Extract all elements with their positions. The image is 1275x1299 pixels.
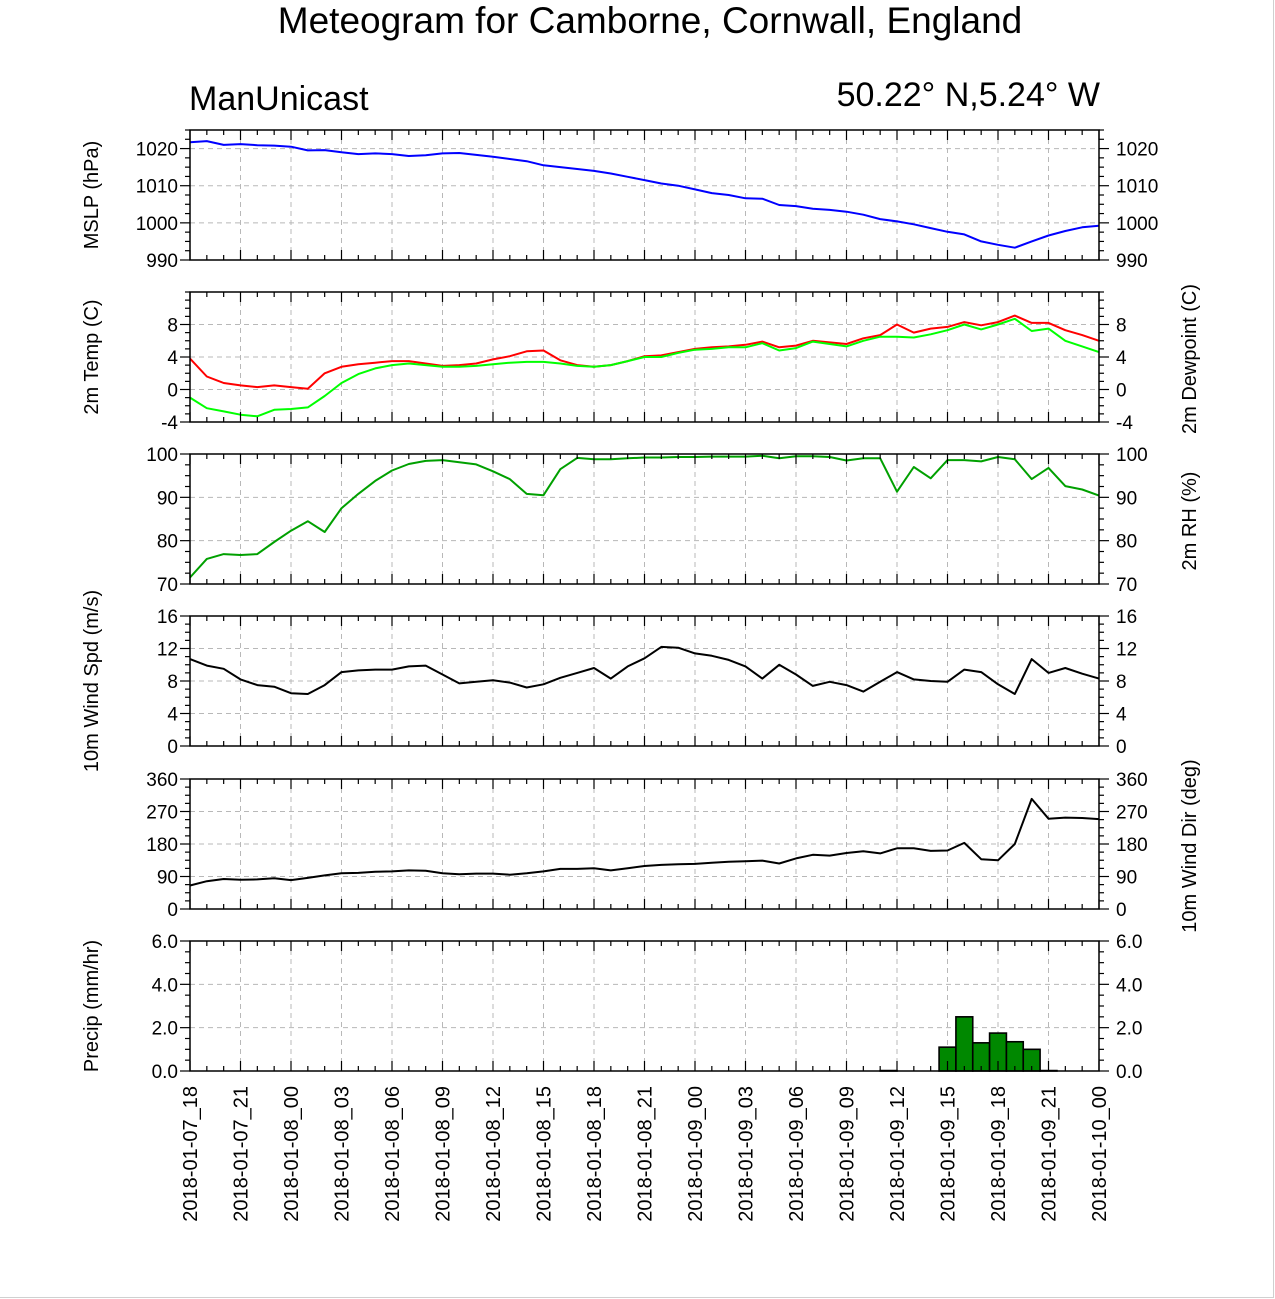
y-tick-label-left: -4 (161, 413, 178, 434)
y-tick-label-left: 4.0 (152, 975, 178, 996)
y-tick-label-right: 990 (1116, 251, 1148, 272)
chart-title: Meteogram for Camborne, Cornwall, Englan… (277, 0, 1023, 41)
x-tick-label: 2018-01-07_21 (231, 1086, 253, 1222)
panel-wdir: 0 0 90 90 180 180 270 270 360 360 10m Wind Dir (de… (146, 759, 1201, 932)
y-tick-label-left: 8 (167, 316, 178, 337)
y-axis-title-right: 10m Wind Dir (deg) (1179, 759, 1201, 932)
y-tick-label-left: 1010 (136, 177, 178, 198)
panel-temp: -4 -4 0 0 4 4 8 8 2m Temp (C) 2m Dewpoint (C) (81, 284, 1201, 434)
y-tick-label-left: 80 (157, 532, 178, 553)
x-tick-label: 2018-01-10_00 (1089, 1086, 1111, 1222)
y-tick-label-left: 100 (146, 445, 178, 466)
x-tick-label: 2018-01-09_12 (887, 1086, 909, 1222)
y-tick-label-left: 16 (157, 607, 178, 628)
y-tick-label-left: 4 (167, 705, 178, 726)
precip-bar (955, 1016, 974, 1072)
y-tick-label-left: 1000 (136, 214, 178, 235)
y-tick-label-left: 180 (146, 835, 178, 856)
y-tick-label-right: 90 (1116, 488, 1137, 509)
y-tick-label-left: 90 (157, 488, 178, 509)
y-axis-title-left: 10m Wind Spd (m/s) (81, 590, 103, 772)
x-tick-label: 2018-01-08_18 (584, 1086, 606, 1222)
y-tick-label-right: 180 (1116, 835, 1148, 856)
y-tick-label-right: 80 (1116, 532, 1137, 553)
panel-precip: 0.0 0.0 2.0 2.0 4.0 4.0 6.0 6.0 Precip (mm/hr) (81, 932, 1142, 1083)
x-tick-label: 2018-01-09_15 (938, 1086, 960, 1222)
y-tick-label-right: 0 (1116, 381, 1127, 402)
y-tick-label-right: 0 (1116, 900, 1127, 921)
y-tick-label-right: 1000 (1116, 214, 1158, 235)
x-tick-label: 2018-01-08_15 (534, 1086, 556, 1222)
panel-mslp: 990 990 1000 1000 1010 1010 1020 1020 MSLP (hPa) (81, 129, 1158, 272)
temp-series-1-line (189, 317, 1100, 418)
y-tick-label-right: 270 (1116, 803, 1148, 824)
y-tick-label-left: 6.0 (152, 932, 178, 953)
y-tick-label-left: 2.0 (152, 1019, 178, 1040)
y-tick-label-right: 360 (1116, 770, 1148, 791)
y-tick-label-right: 1010 (1116, 177, 1158, 198)
y-tick-label-left: 990 (146, 251, 178, 272)
y-tick-label-left: 0 (167, 737, 178, 758)
y-tick-label-right: 0 (1116, 737, 1127, 758)
y-tick-label-left: 0 (167, 900, 178, 921)
y-tick-label-right: 8 (1116, 672, 1127, 693)
y-tick-label-right: 90 (1116, 868, 1137, 889)
y-tick-label-left: 90 (157, 868, 178, 889)
x-tick-label: 2018-01-07_18 (180, 1086, 202, 1222)
x-tick-label: 2018-01-09_06 (786, 1086, 808, 1222)
y-tick-label-right: 0.0 (1116, 1062, 1142, 1083)
y-tick-label-left: 1020 (136, 140, 178, 161)
x-tick-label: 2018-01-08_21 (635, 1086, 657, 1222)
x-tick-label: 2018-01-08_06 (382, 1086, 404, 1222)
y-tick-label-left: 0.0 (152, 1062, 178, 1083)
x-tick-label: 2018-01-09_00 (685, 1086, 707, 1222)
y-tick-label-right: 6.0 (1116, 932, 1142, 953)
x-tick-label: 2018-01-09_18 (988, 1086, 1010, 1222)
mslp-series-0-line (189, 140, 1100, 249)
model-label: ManUnicast (189, 80, 369, 118)
y-tick-label-right: 8 (1116, 316, 1127, 337)
y-tick-label-right: 100 (1116, 445, 1148, 466)
x-tick-label: 2018-01-09_21 (1039, 1086, 1061, 1222)
y-tick-label-right: 4 (1116, 348, 1127, 369)
x-tick-label: 2018-01-08_03 (332, 1086, 354, 1222)
y-tick-label-right: 4.0 (1116, 975, 1142, 996)
y-axis-title-right: 2m RH (%) (1179, 472, 1201, 571)
y-tick-label-left: 12 (157, 640, 178, 661)
x-tick-label: 2018-01-09_03 (736, 1086, 758, 1222)
wdir-series-0-line (189, 797, 1100, 887)
y-tick-label-right: 4 (1116, 705, 1127, 726)
y-axis-title-left: Precip (mm/hr) (81, 940, 103, 1072)
y-tick-label-left: 270 (146, 803, 178, 824)
y-tick-label-left: 360 (146, 770, 178, 791)
y-axis-title-left: 2m Temp (C) (81, 299, 103, 414)
panel-wspd: 0 0 4 4 8 8 12 12 16 16 10m Wind Spd (m/s) (81, 590, 1137, 772)
x-tick-label: 2018-01-08_00 (281, 1086, 303, 1222)
y-tick-label-right: 1020 (1116, 140, 1158, 161)
y-tick-label-right: 70 (1116, 575, 1137, 596)
wspd-series-0-line (189, 645, 1100, 695)
x-tick-label: 2018-01-08_09 (433, 1086, 455, 1222)
y-tick-label-left: 0 (167, 381, 178, 402)
y-tick-label-right: 12 (1116, 640, 1137, 661)
y-axis-title-right: 2m Dewpoint (C) (1179, 284, 1201, 434)
y-tick-label-left: 8 (167, 672, 178, 693)
y-tick-label-right: 16 (1116, 607, 1137, 628)
x-tick-label: 2018-01-08_12 (483, 1086, 505, 1222)
y-tick-label-left: 70 (157, 575, 178, 596)
y-axis-title-left: MSLP (hPa) (81, 141, 103, 250)
panel-rh: 70 70 80 80 90 90 100 100 2m RH (%) (146, 445, 1201, 596)
x-tick-label: 2018-01-09_09 (837, 1086, 859, 1222)
y-tick-label-right: 2.0 (1116, 1019, 1142, 1040)
y-tick-label-left: 4 (167, 348, 178, 369)
y-tick-label-right: -4 (1116, 413, 1133, 434)
location-label: 50.22° N,5.24° W (836, 76, 1100, 114)
